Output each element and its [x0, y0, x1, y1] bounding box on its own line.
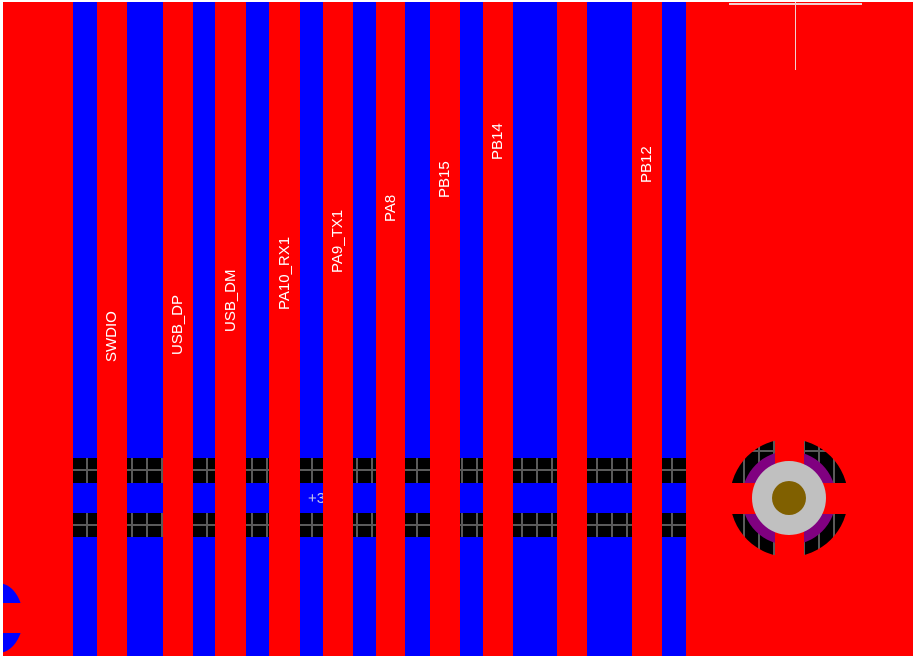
trace[interactable]	[215, 2, 246, 656]
trace[interactable]	[557, 2, 587, 656]
trace[interactable]	[430, 2, 460, 656]
trace[interactable]	[269, 2, 300, 656]
trace[interactable]	[163, 2, 193, 656]
trace[interactable]	[632, 2, 662, 656]
pcb-canvas[interactable]: +3.3V SWDIOUSB_DPUSB_DMPA10_RX1PA9_TX1PA…	[3, 2, 913, 656]
trace-net-label: PA9_TX1	[329, 209, 346, 273]
trace-net-label: USB_DP	[169, 294, 186, 355]
trace[interactable]	[376, 2, 405, 656]
trace-net-label: USB_DM	[221, 269, 239, 332]
trace-net-label: PB14	[489, 123, 506, 160]
trace[interactable]	[323, 2, 353, 656]
trace[interactable]	[483, 2, 513, 656]
trace-net-label: PB15	[436, 161, 453, 198]
via-hole	[772, 481, 806, 515]
trace[interactable]	[97, 2, 127, 656]
trace-net-label: PA8	[381, 194, 399, 222]
trace-net-label: SWDIO	[103, 311, 120, 362]
trace-net-label: PA10_RX1	[275, 236, 293, 310]
crosshair-vertical	[795, 2, 796, 70]
partial-pad-spoke	[3, 603, 30, 633]
trace-net-label: PB12	[638, 146, 655, 183]
